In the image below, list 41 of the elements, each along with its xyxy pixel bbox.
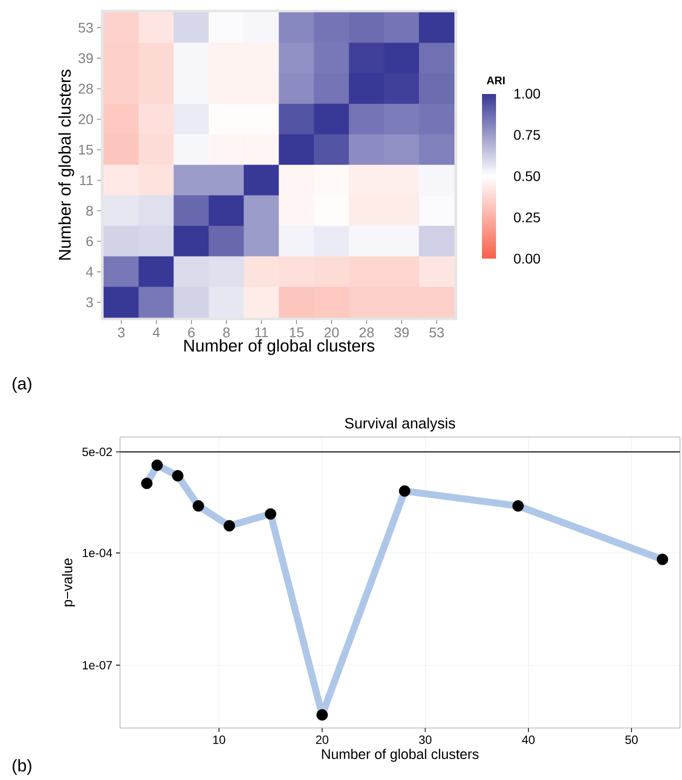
- y-tick-label: 28: [78, 84, 93, 94]
- color-bar-label: 0.00: [514, 254, 540, 264]
- x-tick-label: 20: [316, 736, 328, 744]
- x-tick-label: 53: [429, 328, 444, 338]
- x-tick-label: 28: [360, 328, 374, 338]
- x-tick-label: 30: [419, 736, 432, 744]
- y-tick-label: 5e-02: [82, 448, 112, 456]
- y-tick-label: 4: [86, 266, 94, 277]
- text: (a): [12, 377, 32, 393]
- x-tick-label: 4: [152, 328, 160, 338]
- x-tick-label: 39: [394, 328, 409, 338]
- x-axis-title: Number of global clusters: [184, 339, 374, 356]
- x-tick-label: 6: [188, 328, 195, 338]
- y-tick-label: 6: [86, 236, 93, 246]
- color-bar-label: 0.25: [514, 212, 540, 222]
- color-bar-label: 1.00: [514, 88, 540, 99]
- x-tick-label: 11: [255, 328, 268, 338]
- x-tick-label: 40: [522, 736, 535, 744]
- x-tick-label: 8: [223, 328, 230, 338]
- color-bar-label: 0.75: [514, 130, 540, 140]
- text: (b): [12, 759, 32, 775]
- chart-title: Survival analysis: [345, 418, 456, 432]
- y-tick-label: 8: [86, 206, 93, 216]
- y-tick-label: 1e-04: [82, 548, 112, 558]
- y-tick-label: 15: [79, 144, 93, 155]
- x-tick-label: 20: [324, 328, 339, 338]
- color-bar-title: ARI: [486, 76, 505, 84]
- y-tick-label: 11: [80, 175, 93, 186]
- y-tick-label: 3: [86, 297, 93, 308]
- x-tick-label: 50: [625, 736, 638, 744]
- x-tick-label: 3: [118, 328, 125, 338]
- y-tick-label: 39: [78, 53, 93, 64]
- x-axis-title: Number of global clusters: [322, 748, 479, 762]
- y-axis-title: p−value: [62, 558, 76, 606]
- y-tick-label: 1e-07: [82, 660, 112, 670]
- x-tick-label: 10: [213, 736, 226, 744]
- y-tick-label: 20: [78, 114, 93, 124]
- y-axis-title: Number of global clusters: [58, 70, 74, 260]
- y-tick-label: 53: [78, 22, 93, 33]
- color-bar-label: 0.50: [514, 171, 540, 182]
- x-tick-label: 15: [290, 328, 304, 338]
